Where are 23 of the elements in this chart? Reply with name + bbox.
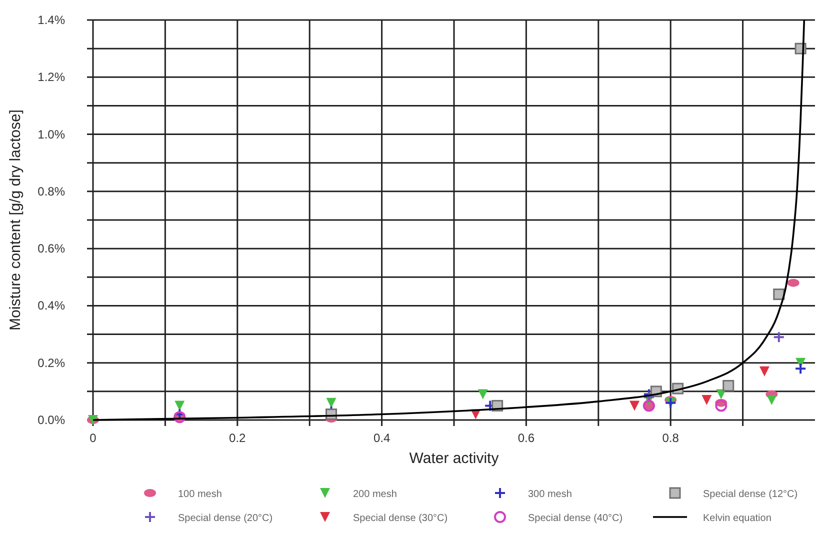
y-tick-label: 0.6%	[38, 242, 66, 256]
y-tick-label: 1.4%	[38, 13, 66, 27]
legend-label: Special dense (12°C)	[703, 489, 798, 500]
y-tick-label: 1.2%	[38, 70, 66, 84]
legend-label: Kelvin equation	[703, 513, 772, 524]
x-tick-label: 0.8	[662, 431, 680, 445]
x-tick-label: 0.2	[229, 431, 246, 445]
x-tick-label: 0	[90, 431, 97, 445]
legend-label: 300 mesh	[528, 489, 572, 500]
legend-label: Special dense (40°C)	[528, 513, 623, 524]
legend-label: 100 mesh	[178, 489, 222, 500]
y-tick-label: 0.4%	[38, 298, 66, 313]
legend-label: Special dense (20°C)	[178, 513, 273, 524]
y-tick-label: 0.0%	[38, 413, 66, 427]
y-axis-title: Moisture content [g/g dry lactose]	[7, 110, 24, 330]
x-axis-title: Water activity	[409, 450, 500, 467]
y-tick-label: 1.0%	[38, 127, 66, 142]
legend-label: Special dense (30°C)	[353, 513, 448, 524]
y-tick-label: 0.2%	[38, 356, 66, 370]
x-tick-label: 0.6	[518, 431, 535, 445]
legend-label: 200 mesh	[353, 489, 397, 500]
x-tick-label: 0.4	[373, 431, 390, 445]
y-tick-label: 0.8%	[38, 184, 66, 198]
